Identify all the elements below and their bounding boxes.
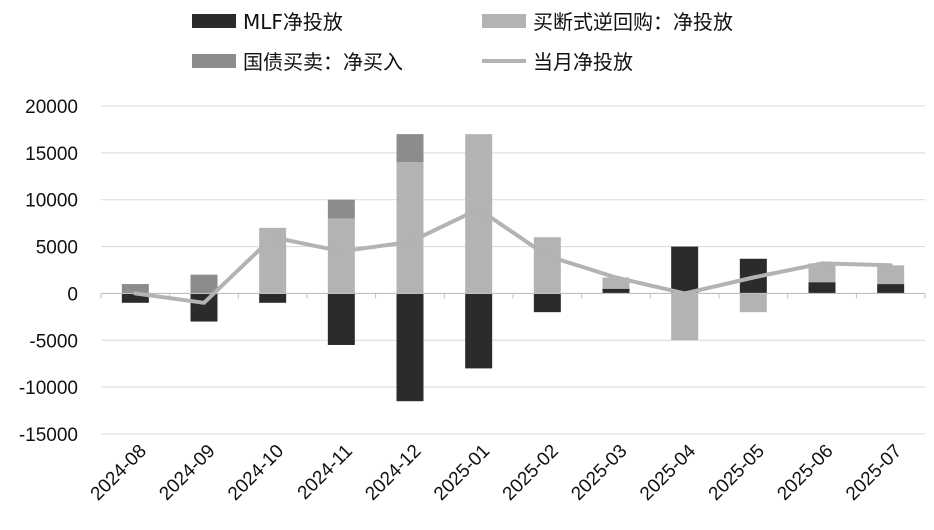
bar-segment [327,218,355,294]
bar-segment [739,293,767,313]
bar-segment [396,293,424,402]
bar-segment [877,284,905,294]
y-tick-label: -10000 [19,378,78,399]
legend-label-net-injection: 当月净投放 [533,50,633,74]
y-axis: 20000 15000 10000 5000 0 -5000 -10000 -15000 [19,97,78,446]
bar-segment [808,282,836,294]
legend-item-reverse-repo: 买断式逆回购：净投放 [482,10,733,34]
x-tick-label: 2025-07 [842,441,906,505]
bar-segment [121,293,149,303]
x-axis: 2024-08 2024-09 2024-10 2024-11 2024-12 2025-… [87,440,906,504]
bar-segment [259,293,287,303]
legend-swatch-reverse-repo [482,14,526,28]
bar-segment [327,293,355,345]
bar-segment [808,263,836,283]
legend-item-treasury: 国债买卖：净买入 [192,50,403,74]
bar-segment [327,199,355,219]
bar-segment [671,246,699,294]
x-tick-label: 2025-02 [499,441,563,505]
bar-segment [190,274,218,294]
bar-segment [602,288,630,294]
y-tick-label: 20000 [25,97,78,118]
y-tick-label: 0 [67,284,78,305]
y-tick-label: 10000 [25,191,78,212]
x-tick-label: 2025-06 [773,441,837,505]
x-tick-label: 2024-12 [361,441,425,505]
x-tick-label: 2025-05 [705,441,769,505]
bar-segment [877,265,905,285]
legend-label-mlf: MLF净投放 [243,10,343,34]
x-tick-label: 2024-10 [224,441,288,505]
legend-item-mlf: MLF净投放 [192,10,343,34]
x-tick-label: 2025-04 [636,440,700,504]
bar-segment [533,237,561,294]
bar-segment [602,277,630,289]
gridlines [101,105,925,435]
y-tick-label: 5000 [36,238,78,259]
bar-segment [396,162,424,294]
y-tick-label: -15000 [19,425,78,446]
y-tick-label: -5000 [29,331,78,352]
bar-segment [396,134,424,163]
legend-swatch-treasury [192,54,236,68]
net-injection-polyline [133,207,893,305]
legend-swatch-mlf [192,14,236,28]
legend-label-reverse-repo: 买断式逆回购：净投放 [533,10,733,34]
bar-segment [190,293,218,322]
bar-segment [465,293,493,369]
zero-line [100,292,926,299]
bar-segment [533,293,561,313]
x-tick-label: 2024-11 [294,441,357,504]
x-tick-label: 2024-08 [87,441,151,505]
x-tick-label: 2025-03 [567,441,631,505]
bar-segment [671,293,699,341]
legend-label-treasury: 国债买卖：净买入 [243,50,403,74]
legend: MLF净投放 买断式逆回购：净投放 国债买卖：净买入 当月净投放 [192,10,733,74]
bar-segment [121,284,149,294]
x-tick-label: 2024-09 [155,441,219,505]
y-tick-label: 15000 [25,144,78,165]
x-tick-label: 2025-01 [430,441,494,505]
legend-item-net-injection: 当月净投放 [482,50,633,74]
net-injection-line [133,207,893,305]
